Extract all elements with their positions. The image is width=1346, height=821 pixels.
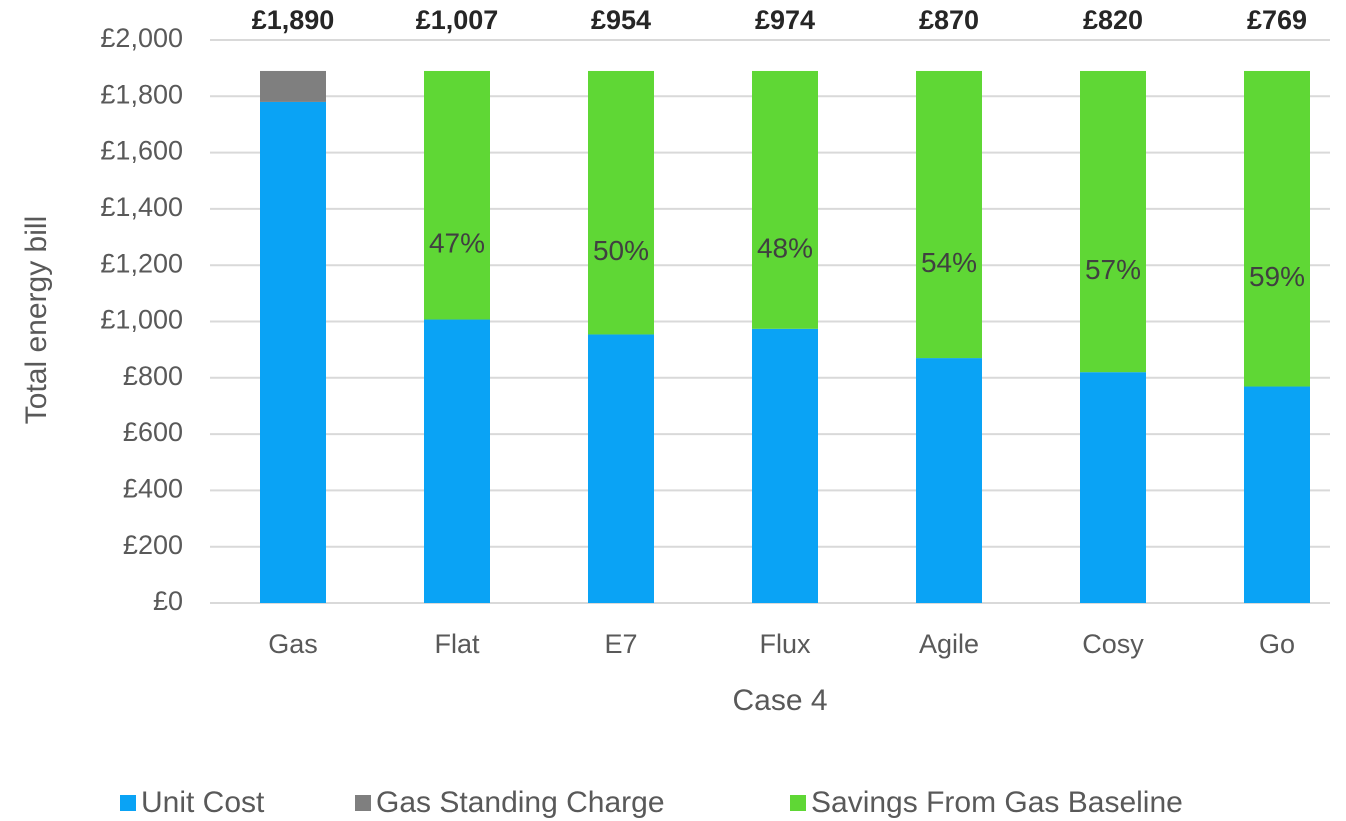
y-axis-title: Total energy bill (20, 216, 53, 424)
bar-segment (588, 70, 654, 335)
bar-segment (424, 70, 490, 320)
bar-segment (588, 334, 654, 603)
y-tick-label: £1,800 (100, 79, 183, 109)
y-tick-label: £1,200 (100, 248, 183, 278)
legend-label: Gas Standing Charge (376, 786, 665, 819)
percent-label: 47% (429, 228, 485, 259)
y-tick-label: £1,400 (100, 192, 183, 222)
y-tick-label: £200 (123, 530, 183, 560)
x-tick-label: Cosy (1082, 629, 1144, 659)
x-axis-title: Case 4 (732, 684, 827, 717)
bar-segment (752, 328, 818, 603)
percent-label: 59% (1249, 261, 1305, 292)
x-tick-label: Agile (919, 629, 979, 659)
bar-segment (1080, 372, 1146, 603)
legend-swatch (120, 795, 136, 811)
legend-label: Savings From Gas Baseline (811, 786, 1183, 819)
percent-label: 48% (757, 232, 813, 263)
total-label: £769 (1247, 5, 1307, 35)
x-tick-label: Flat (434, 629, 480, 659)
legend-swatch (355, 795, 371, 811)
x-tick-label: Flux (759, 629, 811, 659)
bar-segment (260, 70, 326, 102)
total-label: £1,007 (416, 5, 499, 35)
y-tick-label: £800 (123, 361, 183, 391)
y-tick-label: £1,600 (100, 136, 183, 166)
total-label: £820 (1083, 5, 1143, 35)
legend-label: Unit Cost (141, 786, 265, 819)
bar-segment (916, 358, 982, 603)
x-tick-label: Gas (268, 629, 318, 659)
percent-label: 57% (1085, 254, 1141, 285)
percent-label: 50% (593, 235, 649, 266)
y-tick-label: £0 (153, 586, 183, 616)
y-tick-label: £1,000 (100, 305, 183, 335)
bar-segment (1080, 70, 1146, 373)
bar-segment (1244, 386, 1310, 603)
bar-segment (752, 70, 818, 329)
bar-segment (916, 70, 982, 359)
percent-label: 54% (921, 247, 977, 278)
y-tick-label: £400 (123, 474, 183, 504)
total-label: £974 (755, 5, 815, 35)
x-tick-label: E7 (604, 629, 637, 659)
bar-segment (1244, 70, 1310, 387)
total-label: £954 (591, 5, 651, 35)
total-label: £870 (919, 5, 979, 35)
y-tick-label: £2,000 (100, 23, 183, 53)
y-tick-label: £600 (123, 417, 183, 447)
x-tick-label: Go (1259, 629, 1295, 659)
bar-segment (260, 101, 326, 604)
bar-segment (424, 319, 490, 603)
total-label: £1,890 (252, 5, 335, 35)
legend-swatch (790, 795, 806, 811)
